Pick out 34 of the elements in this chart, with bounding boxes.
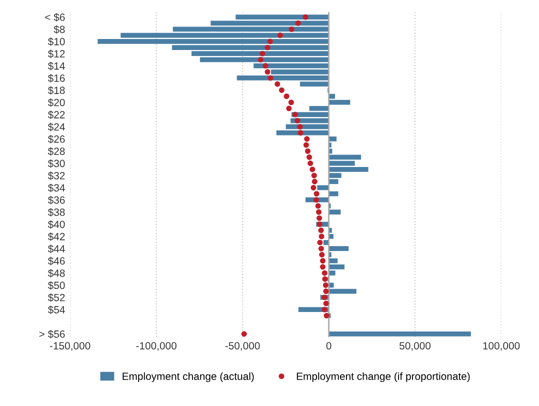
y-tick-label: $50 — [48, 281, 65, 290]
y-tick-label: $46 — [48, 256, 65, 266]
y-tick-label: $40 — [48, 220, 65, 229]
y-tick-label: $8 — [54, 25, 65, 34]
y-tick-label: $22 — [48, 110, 65, 120]
y-tick-label: $24 — [48, 122, 65, 132]
x-tick-label: 100,000 — [483, 342, 520, 351]
legend-label: Employment change (actual) — [122, 372, 254, 382]
y-tick-label: $34 — [48, 184, 65, 192]
y-tick-label: $48 — [48, 269, 65, 278]
y-tick-label: $30 — [48, 159, 65, 168]
y-tick-label: > $56 — [39, 330, 65, 338]
y-tick-label: $16 — [48, 74, 65, 82]
x-tick-label: -100,000 — [136, 342, 176, 351]
y-tick-label: $44 — [48, 244, 65, 254]
y-tick-label: < $6 — [45, 13, 65, 22]
y-tick-label: $52 — [48, 293, 65, 302]
x-tick-label: 50,000 — [400, 342, 431, 351]
y-tick-label: $42 — [48, 232, 65, 241]
y-tick-label: $14 — [48, 62, 65, 70]
y-tick-label: $36 — [48, 196, 65, 204]
y-tick-label: $12 — [48, 50, 65, 58]
y-tick-label: $28 — [48, 147, 65, 156]
x-tick-label: 0 — [326, 342, 332, 350]
x-tick-label: -150,000 — [50, 342, 90, 351]
y-tick-label: $32 — [48, 172, 65, 180]
x-tick-label: -50,000 — [225, 342, 260, 351]
y-tick-label: $10 — [48, 37, 65, 46]
y-tick-label: $54 — [48, 306, 65, 314]
legend-label: Employment change (if proportionate) — [296, 372, 470, 382]
y-tick-label: $18 — [48, 86, 65, 95]
y-tick-label: $26 — [48, 134, 65, 144]
y-tick-label: $20 — [48, 98, 65, 107]
y-tick-label: $38 — [48, 208, 65, 217]
